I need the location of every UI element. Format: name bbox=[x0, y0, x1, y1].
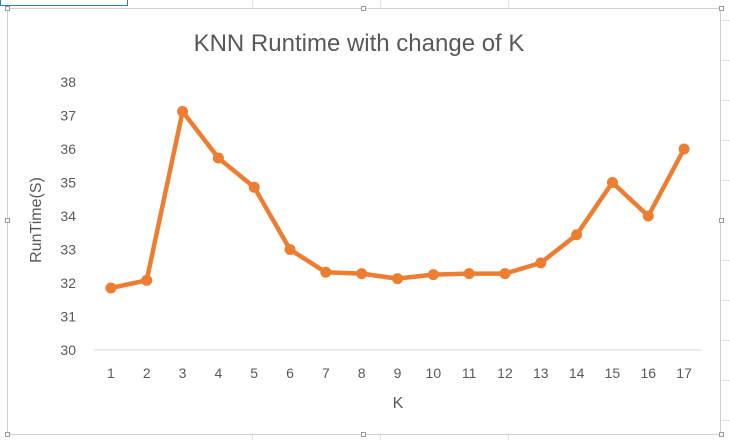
x-tick-label: 15 bbox=[605, 365, 621, 381]
y-tick-label: 34 bbox=[60, 208, 76, 224]
sheet-gridline bbox=[722, 20, 730, 21]
x-tick-labels: 1 2 3 4 5 6 7 8 9 10 11 12 13 14 15 16 17 bbox=[107, 365, 692, 381]
data-point bbox=[105, 282, 117, 294]
x-tick-label: 3 bbox=[179, 365, 187, 381]
x-tick-label: 14 bbox=[569, 365, 585, 381]
y-tick-labels: 30 31 32 33 34 35 36 37 38 bbox=[60, 74, 76, 358]
data-point bbox=[248, 181, 260, 193]
y-tick-label: 31 bbox=[60, 309, 76, 325]
data-point bbox=[571, 229, 583, 241]
sheet-gridline bbox=[722, 340, 730, 341]
data-point bbox=[177, 105, 189, 117]
data-point bbox=[427, 269, 439, 281]
y-tick-label: 33 bbox=[60, 242, 76, 258]
x-tick-label: 11 bbox=[462, 365, 477, 381]
data-point bbox=[499, 268, 511, 280]
x-tick-label: 8 bbox=[358, 365, 366, 381]
x-tick-label: 17 bbox=[676, 365, 692, 381]
resize-handle[interactable] bbox=[5, 218, 10, 223]
x-tick-label: 4 bbox=[214, 365, 222, 381]
series-line bbox=[108, 109, 687, 291]
data-point bbox=[212, 152, 224, 164]
resize-handle[interactable] bbox=[361, 6, 366, 11]
x-tick-label: 1 bbox=[107, 365, 115, 381]
y-tick-label: 32 bbox=[60, 275, 76, 291]
data-point bbox=[535, 257, 547, 269]
x-tick-label: 13 bbox=[533, 365, 549, 381]
data-point bbox=[678, 143, 690, 155]
chart-title: KNN Runtime with change of K bbox=[194, 30, 525, 57]
sheet-gridline bbox=[722, 140, 730, 141]
y-tick-label: 36 bbox=[60, 141, 76, 157]
resize-handle[interactable] bbox=[361, 432, 366, 437]
chart-area[interactable]: KNN Runtime with change of K RunTime(S) … bbox=[7, 8, 721, 435]
x-tick-label: 10 bbox=[426, 365, 442, 381]
x-tick-label: 16 bbox=[640, 365, 656, 381]
x-tick-label: 7 bbox=[322, 365, 330, 381]
y-tick-label: 35 bbox=[60, 175, 76, 191]
sheet-gridline bbox=[722, 420, 730, 421]
sheet-gridline bbox=[722, 260, 730, 261]
sheet-gridline bbox=[722, 300, 730, 301]
data-point bbox=[606, 177, 618, 188]
data-point bbox=[642, 210, 654, 222]
data-point bbox=[463, 268, 475, 280]
series-layer bbox=[105, 105, 690, 294]
resize-handle[interactable] bbox=[5, 432, 10, 437]
x-tick-label: 9 bbox=[394, 365, 402, 381]
sheet-gridline bbox=[722, 180, 730, 181]
resize-handle[interactable] bbox=[5, 6, 10, 11]
x-tick-label: 5 bbox=[250, 365, 258, 381]
data-point bbox=[284, 244, 296, 255]
resize-handle[interactable] bbox=[719, 6, 724, 11]
y-axis-title: RunTime(S) bbox=[28, 177, 45, 263]
sheet-gridline bbox=[722, 380, 730, 381]
line-chart: KNN Runtime with change of K RunTime(S) … bbox=[28, 30, 702, 412]
y-tick-label: 30 bbox=[60, 342, 76, 358]
resize-handle[interactable] bbox=[719, 432, 724, 437]
data-point bbox=[356, 268, 368, 280]
data-point bbox=[141, 274, 153, 286]
y-tick-label: 37 bbox=[60, 108, 76, 124]
x-axis-title: K bbox=[393, 395, 404, 412]
sheet-gridline bbox=[722, 100, 730, 101]
data-point bbox=[320, 266, 332, 278]
x-tick-label: 12 bbox=[497, 365, 513, 381]
y-tick-label: 38 bbox=[60, 74, 76, 90]
resize-handle[interactable] bbox=[719, 218, 724, 223]
sheet-gridline bbox=[722, 60, 730, 61]
x-tick-label: 2 bbox=[143, 365, 151, 381]
data-point bbox=[392, 273, 403, 285]
selected-cell[interactable] bbox=[0, 0, 128, 6]
x-tick-label: 6 bbox=[286, 365, 294, 381]
